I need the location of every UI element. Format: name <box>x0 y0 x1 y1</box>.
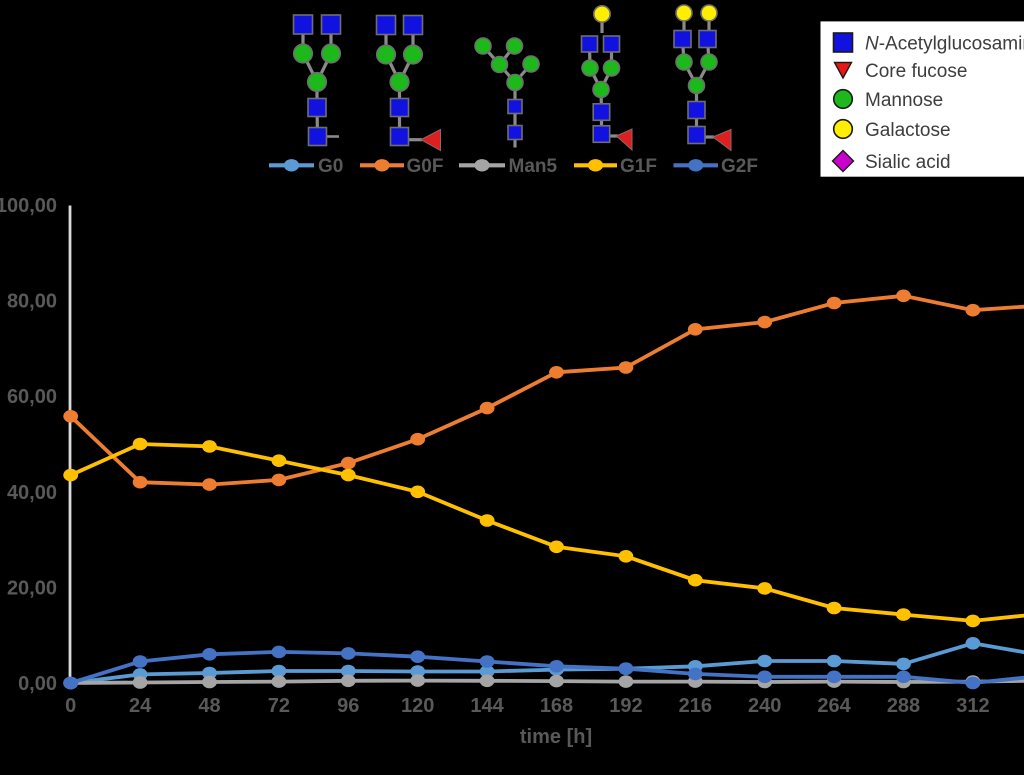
svg-text:60,00: 60,00 <box>7 386 57 408</box>
svg-text:240: 240 <box>748 695 781 717</box>
svg-text:G2F: G2F <box>721 156 758 177</box>
svg-text:40,00: 40,00 <box>7 482 57 504</box>
svg-text:288: 288 <box>887 695 920 717</box>
svg-text:216: 216 <box>679 695 712 717</box>
svg-text:Core fucose: Core fucose <box>865 61 967 82</box>
svg-text:48: 48 <box>198 695 220 717</box>
svg-text:N-Acetylglucosamine: N-Acetylglucosamine <box>865 34 1024 55</box>
svg-text:Galactose: Galactose <box>865 120 951 141</box>
svg-text:96: 96 <box>337 695 359 717</box>
svg-text:G0F: G0F <box>407 156 444 177</box>
svg-text:80,00: 80,00 <box>7 291 57 313</box>
svg-text:G1F: G1F <box>620 156 657 177</box>
svg-text:264: 264 <box>817 695 851 717</box>
svg-text:100,00: 100,00 <box>0 195 57 217</box>
svg-text:144: 144 <box>470 695 504 717</box>
svg-text:168: 168 <box>540 695 573 717</box>
svg-text:312: 312 <box>956 695 989 717</box>
svg-text:120: 120 <box>401 695 434 717</box>
svg-text:Sialic acid: Sialic acid <box>865 152 951 173</box>
svg-text:0: 0 <box>65 695 76 717</box>
svg-text:0,00: 0,00 <box>18 673 57 695</box>
svg-text:G0: G0 <box>318 156 343 177</box>
svg-text:24: 24 <box>129 695 152 717</box>
svg-text:Man5: Man5 <box>509 156 558 177</box>
svg-text:Mannose: Mannose <box>865 90 943 111</box>
svg-text:72: 72 <box>268 695 290 717</box>
svg-text:time [h]: time [h] <box>520 726 592 748</box>
svg-text:192: 192 <box>609 695 642 717</box>
svg-text:20,00: 20,00 <box>7 577 57 599</box>
